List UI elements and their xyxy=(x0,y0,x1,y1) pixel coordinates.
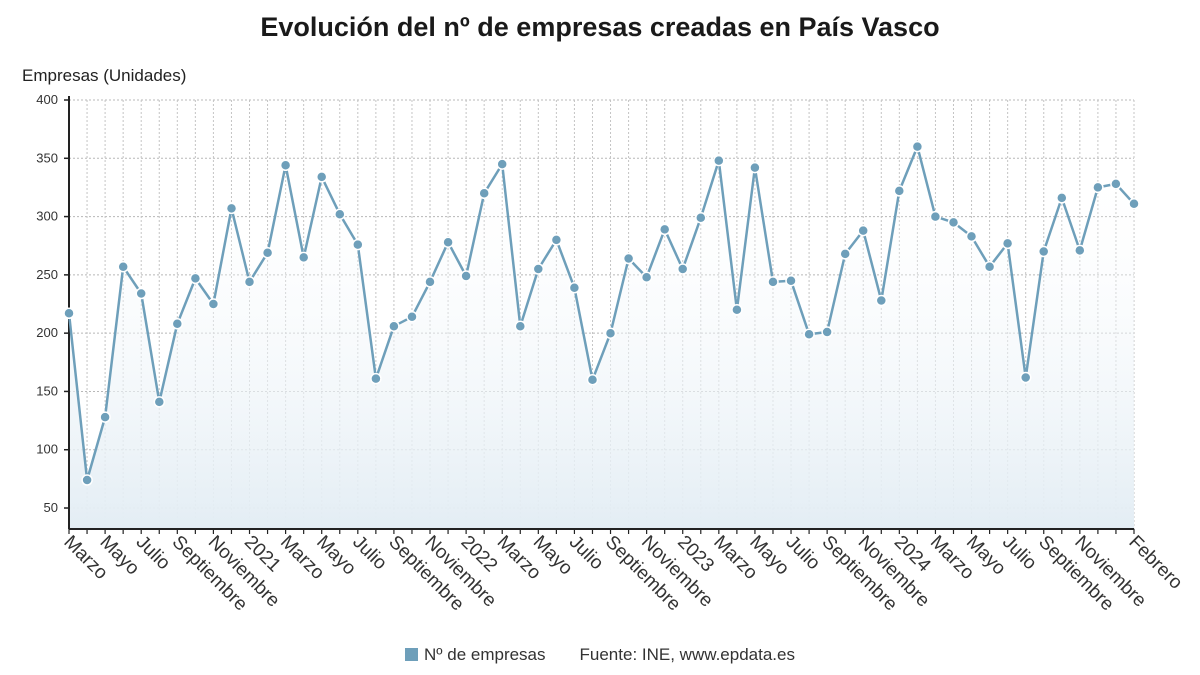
data-point xyxy=(243,276,256,288)
data-point xyxy=(478,187,490,200)
y-tick-label: 300 xyxy=(36,209,58,224)
data-point xyxy=(189,272,202,285)
data-point xyxy=(731,304,743,316)
data-point xyxy=(1110,178,1122,190)
data-point xyxy=(1037,245,1050,258)
data-point xyxy=(171,318,184,330)
data-point xyxy=(406,311,418,323)
data-point xyxy=(983,260,996,273)
data-point xyxy=(315,171,328,183)
data-point xyxy=(279,159,292,172)
legend-swatch xyxy=(405,648,419,661)
y-tick-label: 400 xyxy=(36,92,58,107)
data-point xyxy=(460,270,472,282)
data-point xyxy=(1019,371,1032,384)
data-points xyxy=(63,140,1140,486)
data-point xyxy=(424,276,436,288)
data-point xyxy=(658,223,671,236)
data-point xyxy=(99,411,111,423)
data-point xyxy=(839,248,851,260)
y-tick-label: 150 xyxy=(36,383,58,398)
data-point xyxy=(261,246,274,259)
data-point xyxy=(352,238,364,251)
y-tick-label: 100 xyxy=(36,442,58,457)
y-tick-label: 50 xyxy=(44,500,58,515)
data-point xyxy=(695,211,707,224)
data-point xyxy=(911,140,924,153)
data-point xyxy=(785,274,797,287)
y-tick-labels: 50 100 150 200 250 300 350 400 xyxy=(36,92,58,515)
data-point xyxy=(604,327,617,339)
data-point xyxy=(207,298,220,310)
data-point xyxy=(153,396,166,408)
y-tick-label: 200 xyxy=(36,325,58,340)
data-point xyxy=(929,210,942,223)
data-point xyxy=(225,202,238,215)
data-point xyxy=(1128,198,1140,210)
data-point xyxy=(875,294,888,307)
data-point xyxy=(388,320,400,332)
data-point xyxy=(676,263,689,275)
chart-svg: 50 100 150 200 250 300 350 400 MarzoMayoJulioSe… xyxy=(36,92,1186,616)
data-point xyxy=(713,154,725,167)
data-point xyxy=(370,372,382,385)
y-axis-label: Empresas (Unidades) xyxy=(22,66,187,85)
y-tick-label: 250 xyxy=(36,267,58,282)
data-point xyxy=(767,276,779,288)
data-point xyxy=(550,234,563,246)
data-point xyxy=(965,230,978,243)
data-point xyxy=(568,281,581,294)
data-point xyxy=(1092,181,1104,194)
data-point xyxy=(442,236,454,248)
legend: Nº de empresas Fuente: INE, www.epdata.es xyxy=(0,645,1200,665)
data-point xyxy=(334,208,346,220)
data-point xyxy=(81,474,93,486)
data-point xyxy=(135,287,147,300)
data-point xyxy=(803,328,815,341)
data-point xyxy=(1001,237,1014,250)
data-point xyxy=(821,326,833,338)
chart-title: Evolución del nº de empresas creadas en … xyxy=(260,12,940,42)
data-point xyxy=(586,374,599,386)
data-point xyxy=(1074,244,1086,257)
data-point xyxy=(622,252,635,265)
source-note: Fuente: INE, www.epdata.es xyxy=(579,645,795,664)
data-point xyxy=(947,216,960,229)
y-tick-label: 350 xyxy=(36,150,58,165)
data-point xyxy=(1056,192,1068,204)
data-point xyxy=(749,161,761,174)
data-point xyxy=(532,263,545,275)
data-point xyxy=(297,251,310,264)
data-point xyxy=(857,224,869,237)
x-tick-labels: MarzoMayoJulioSeptiembreNoviembre2021Mar… xyxy=(59,532,1186,616)
data-point xyxy=(640,271,653,283)
series-area xyxy=(69,146,1134,529)
legend-series-name: Nº de empresas xyxy=(424,645,546,664)
data-point xyxy=(893,185,906,197)
data-point xyxy=(117,260,129,273)
data-point xyxy=(63,307,75,320)
data-point xyxy=(496,158,508,170)
data-point xyxy=(514,320,527,332)
